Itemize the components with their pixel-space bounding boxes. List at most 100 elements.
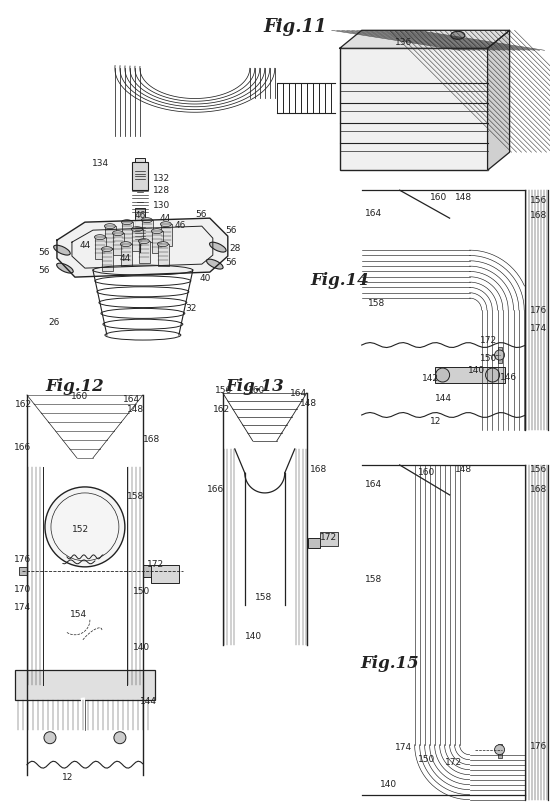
Circle shape bbox=[114, 732, 126, 744]
Text: 160: 160 bbox=[72, 392, 89, 401]
Text: 172: 172 bbox=[147, 560, 164, 569]
Text: 142: 142 bbox=[422, 373, 439, 383]
Text: Fig.14: Fig.14 bbox=[310, 272, 369, 289]
Circle shape bbox=[486, 368, 499, 382]
Bar bbox=[320, 532, 338, 546]
Text: 148: 148 bbox=[127, 405, 144, 414]
Ellipse shape bbox=[451, 31, 465, 39]
Circle shape bbox=[436, 368, 449, 382]
Text: Fig.15: Fig.15 bbox=[360, 654, 419, 671]
Text: 132: 132 bbox=[153, 174, 170, 183]
Text: Fig.11: Fig.11 bbox=[263, 19, 327, 36]
Circle shape bbox=[44, 732, 56, 744]
Text: 140: 140 bbox=[133, 643, 150, 652]
Text: 164: 164 bbox=[123, 394, 140, 404]
FancyBboxPatch shape bbox=[152, 231, 163, 253]
Text: 176: 176 bbox=[530, 742, 547, 751]
Text: 146: 146 bbox=[499, 372, 516, 381]
Text: 32: 32 bbox=[185, 304, 196, 313]
Ellipse shape bbox=[139, 239, 150, 243]
Ellipse shape bbox=[122, 220, 133, 225]
Text: 56: 56 bbox=[225, 226, 236, 235]
Text: 154: 154 bbox=[70, 610, 87, 619]
Text: 46: 46 bbox=[175, 221, 186, 230]
Text: 164: 164 bbox=[290, 388, 307, 397]
Ellipse shape bbox=[120, 242, 131, 247]
FancyBboxPatch shape bbox=[135, 158, 145, 170]
Text: 26: 26 bbox=[48, 318, 59, 326]
Text: 160: 160 bbox=[248, 385, 265, 394]
Text: 168: 168 bbox=[530, 210, 547, 220]
Ellipse shape bbox=[141, 218, 152, 222]
Text: 174: 174 bbox=[530, 323, 547, 333]
FancyBboxPatch shape bbox=[121, 244, 132, 266]
Text: 162: 162 bbox=[213, 405, 230, 414]
FancyBboxPatch shape bbox=[102, 249, 113, 271]
Ellipse shape bbox=[104, 223, 116, 229]
FancyBboxPatch shape bbox=[95, 237, 106, 259]
FancyBboxPatch shape bbox=[135, 208, 145, 226]
Text: 46: 46 bbox=[135, 210, 146, 220]
Text: 150: 150 bbox=[133, 588, 150, 596]
Text: 152: 152 bbox=[72, 526, 89, 534]
Text: 162: 162 bbox=[15, 401, 32, 409]
Text: Fig.12: Fig.12 bbox=[46, 378, 104, 395]
Bar bbox=[498, 347, 502, 363]
Bar bbox=[434, 367, 504, 383]
Bar bbox=[498, 744, 502, 758]
Polygon shape bbox=[57, 218, 228, 277]
Circle shape bbox=[494, 745, 504, 754]
Text: 128: 128 bbox=[153, 185, 170, 195]
Text: 148: 148 bbox=[300, 400, 317, 409]
Text: 148: 148 bbox=[455, 193, 472, 202]
Ellipse shape bbox=[151, 229, 162, 234]
Text: 158: 158 bbox=[255, 593, 272, 602]
FancyBboxPatch shape bbox=[158, 244, 169, 266]
Text: 144: 144 bbox=[140, 697, 157, 706]
Text: 156: 156 bbox=[215, 385, 232, 394]
Text: 130: 130 bbox=[153, 201, 170, 210]
Text: 150: 150 bbox=[417, 755, 435, 764]
FancyBboxPatch shape bbox=[142, 220, 153, 242]
Ellipse shape bbox=[95, 235, 106, 239]
Text: 158: 158 bbox=[368, 298, 385, 308]
Ellipse shape bbox=[112, 231, 123, 235]
Ellipse shape bbox=[131, 226, 142, 231]
Text: 28: 28 bbox=[230, 243, 241, 252]
Polygon shape bbox=[340, 31, 509, 48]
FancyBboxPatch shape bbox=[132, 162, 148, 190]
Text: 44: 44 bbox=[160, 214, 171, 222]
Text: Fig.13: Fig.13 bbox=[226, 378, 284, 395]
Text: 12: 12 bbox=[430, 418, 441, 426]
FancyBboxPatch shape bbox=[151, 565, 179, 583]
Text: 160: 160 bbox=[430, 193, 447, 202]
Text: 144: 144 bbox=[434, 393, 452, 402]
Text: 174: 174 bbox=[395, 743, 412, 752]
Text: 158: 158 bbox=[365, 575, 382, 584]
FancyBboxPatch shape bbox=[122, 222, 133, 244]
Text: 172: 172 bbox=[480, 335, 497, 344]
Text: 140: 140 bbox=[379, 780, 397, 789]
Circle shape bbox=[494, 350, 504, 360]
Text: 56: 56 bbox=[39, 247, 50, 256]
Bar bbox=[340, 48, 488, 170]
Text: 172: 172 bbox=[444, 758, 462, 767]
Text: 160: 160 bbox=[417, 468, 435, 477]
Ellipse shape bbox=[161, 222, 172, 226]
Text: 164: 164 bbox=[365, 209, 382, 218]
Text: 166: 166 bbox=[207, 485, 224, 494]
Text: 174: 174 bbox=[14, 604, 31, 613]
Polygon shape bbox=[488, 31, 509, 170]
Text: 56: 56 bbox=[195, 210, 206, 218]
Text: 134: 134 bbox=[92, 159, 109, 168]
Text: 158: 158 bbox=[127, 492, 144, 501]
Text: 140: 140 bbox=[245, 632, 262, 642]
FancyBboxPatch shape bbox=[132, 229, 143, 251]
Text: 166: 166 bbox=[14, 443, 31, 452]
Bar bbox=[308, 538, 320, 548]
Text: 168: 168 bbox=[310, 465, 327, 475]
FancyBboxPatch shape bbox=[161, 224, 172, 246]
Text: 56: 56 bbox=[225, 258, 236, 267]
FancyBboxPatch shape bbox=[105, 226, 116, 248]
Bar bbox=[15, 670, 155, 700]
